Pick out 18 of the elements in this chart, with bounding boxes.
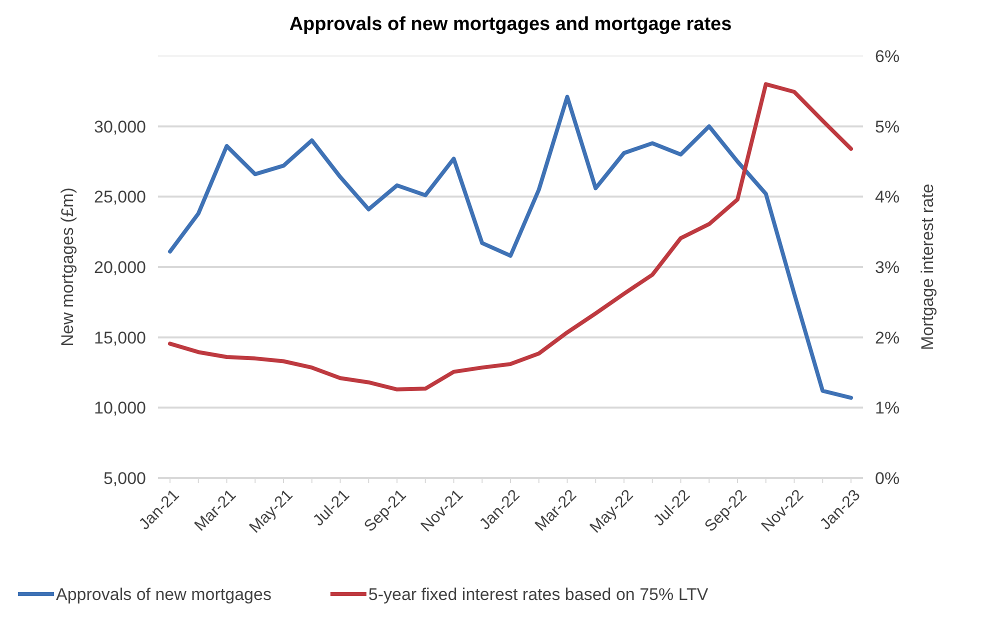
y-tick-label: 25,000 bbox=[94, 188, 146, 207]
y2-tick-label: 2% bbox=[875, 328, 900, 348]
y-tick-label: 20,000 bbox=[94, 258, 146, 277]
y-tick-label: 15,000 bbox=[94, 328, 146, 348]
y2-tick-label: 4% bbox=[875, 188, 900, 207]
y2-tick-label: 1% bbox=[875, 398, 900, 418]
y2-tick-label: 5% bbox=[875, 117, 900, 136]
y2-tick-label: 0% bbox=[875, 468, 900, 488]
y-axis-title: New mortgages (£m) bbox=[58, 188, 77, 346]
y2-tick-label: 3% bbox=[875, 258, 900, 277]
y2-tick-label: 6% bbox=[875, 46, 900, 66]
y-tick-label: 5,000 bbox=[103, 468, 146, 488]
y-tick-label: 10,000 bbox=[94, 398, 146, 418]
y2-axis-title: Mortgage interest rate bbox=[918, 184, 937, 350]
legend-label: 5-year fixed interest rates based on 75% LTV bbox=[368, 585, 709, 604]
chart-title: Approvals of new mortgages and mortgage rates bbox=[289, 14, 732, 35]
legend-label: Approvals of new mortgages bbox=[56, 585, 272, 604]
y-tick-label: 30,000 bbox=[94, 117, 146, 136]
